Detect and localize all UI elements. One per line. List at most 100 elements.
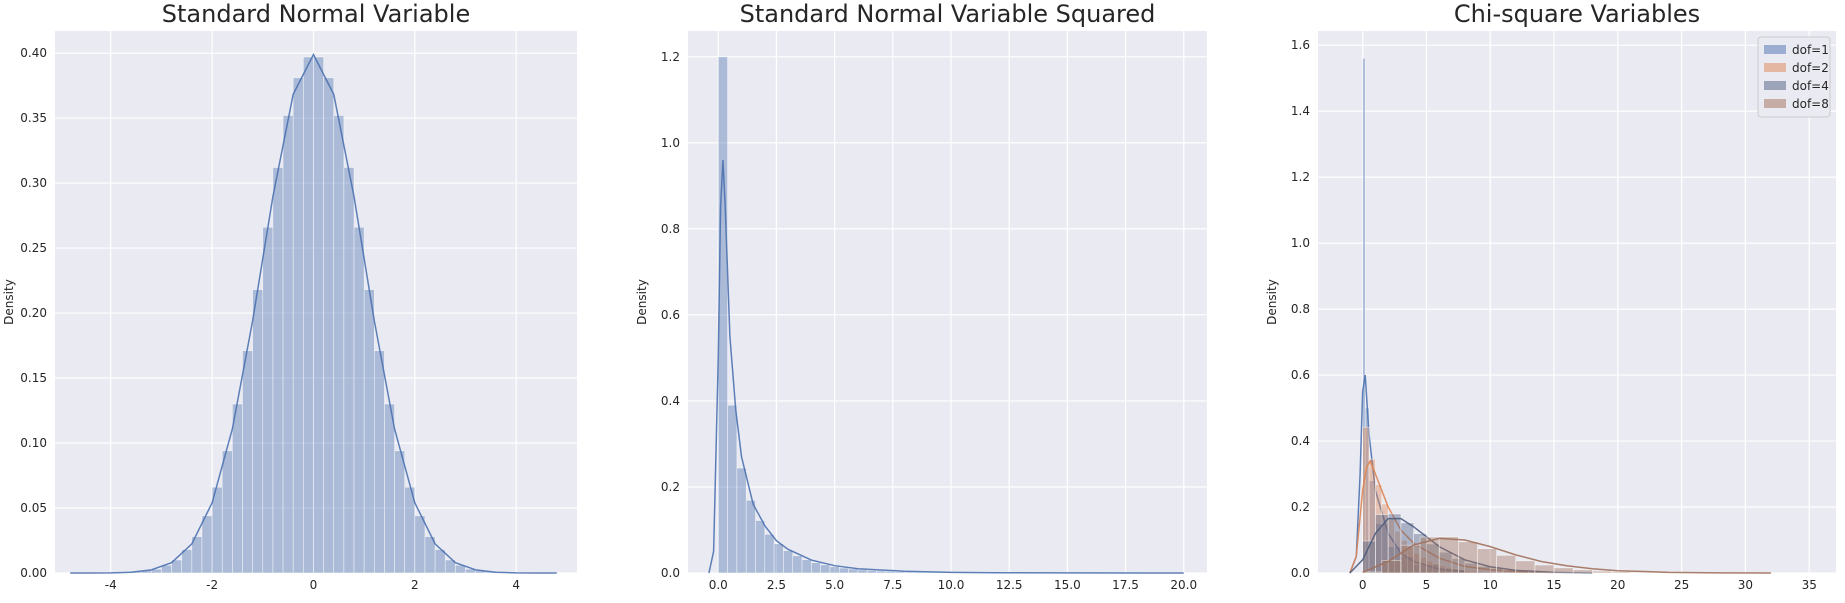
x-tick-label: 0 [1359, 578, 1367, 592]
x-tick-label: 10 [1483, 578, 1498, 592]
y-axis-label: Density [1265, 279, 1279, 325]
legend-label: dof=4 [1792, 79, 1829, 93]
histogram-bar [886, 571, 895, 573]
histogram-bar [182, 550, 192, 573]
histogram-bar [1611, 572, 1630, 573]
legend-label: dof=8 [1792, 97, 1829, 111]
y-tick-label: 0.15 [20, 371, 47, 385]
histogram-bar [222, 451, 232, 573]
histogram-bar [1516, 561, 1535, 573]
y-tick-label: 1.2 [1291, 170, 1310, 184]
x-tick-label: 15.0 [1054, 578, 1081, 592]
y-tick-label: 0.4 [661, 394, 680, 408]
y-tick-label: 0.8 [661, 222, 680, 236]
legend-swatch [1764, 99, 1786, 108]
histogram-bar [415, 516, 425, 573]
histogram-bar [243, 351, 253, 573]
histogram-bar [849, 569, 858, 573]
histogram-bar [273, 167, 283, 573]
histogram-bar [1554, 568, 1573, 573]
y-tick-label: 0.30 [20, 176, 47, 190]
legend-swatch [1764, 81, 1786, 90]
chart-title: Chi-square Variables [1454, 0, 1700, 28]
histogram-bar [830, 567, 839, 573]
y-tick-label: 0.05 [20, 501, 47, 515]
y-tick-label: 0.35 [20, 111, 47, 125]
legend-label: dof=2 [1792, 61, 1829, 75]
x-tick-label: 0.0 [709, 578, 728, 592]
x-tick-label: 2.5 [767, 578, 786, 592]
histogram-bar [755, 521, 764, 573]
y-tick-label: 0.0 [661, 566, 680, 580]
histogram-bar [802, 560, 811, 573]
y-tick-label: 0.25 [20, 241, 47, 255]
y-tick-label: 0.0 [1291, 566, 1310, 580]
y-axis-label: Density [2, 279, 16, 325]
y-tick-label: 1.2 [661, 50, 680, 64]
histogram-bar [746, 500, 755, 573]
histogram-bar [1535, 565, 1554, 573]
chart-title: Standard Normal Variable Squared [740, 0, 1156, 28]
histogram-bar [728, 405, 737, 573]
x-tick-label: 5 [1423, 578, 1431, 592]
histogram-bar [283, 115, 293, 573]
histogram-bar [202, 516, 212, 573]
y-tick-label: 0.2 [661, 480, 680, 494]
x-tick-label: 12.5 [996, 578, 1023, 592]
histogram-bar [737, 468, 746, 573]
y-tick-label: 1.4 [1291, 104, 1310, 118]
y-tick-label: 0.40 [20, 46, 47, 60]
histogram-bar [1592, 571, 1611, 573]
y-axis-label: Density [635, 279, 649, 325]
histogram-bar [344, 167, 354, 573]
histogram-bar [765, 534, 774, 573]
y-tick-label: 0.2 [1291, 500, 1310, 514]
histogram-bar [354, 227, 364, 573]
x-tick-label: 4 [512, 578, 520, 592]
y-tick-label: 1.0 [1291, 236, 1310, 250]
x-tick-label: 17.5 [1112, 578, 1139, 592]
histogram-bar [303, 57, 313, 573]
histogram-bar [783, 551, 792, 573]
histogram-bar [858, 570, 867, 573]
x-tick-label: 0 [310, 578, 318, 592]
histogram-bar [1458, 542, 1477, 573]
histogram-bar [793, 556, 802, 573]
x-tick-label: 15 [1546, 578, 1561, 592]
y-tick-label: 0.4 [1291, 434, 1310, 448]
histogram-bar [1439, 537, 1458, 573]
histogram-bar [313, 57, 323, 573]
histogram-bar [1401, 545, 1420, 573]
legend-label: dof=1 [1792, 43, 1829, 57]
x-tick-label: 2 [411, 578, 419, 592]
y-tick-label: 1.0 [661, 136, 680, 150]
x-tick-label: 20 [1610, 578, 1625, 592]
histogram-bar [334, 115, 344, 573]
legend-swatch [1764, 45, 1786, 54]
histogram-bar [839, 568, 848, 573]
histogram-bar [867, 571, 876, 573]
x-tick-label: 25 [1674, 578, 1689, 592]
histogram-bar [1363, 572, 1382, 573]
histogram-bar [877, 571, 886, 573]
histogram-bar [293, 78, 303, 573]
y-tick-label: 0.8 [1291, 302, 1310, 316]
histogram-bar [1497, 555, 1516, 573]
legend-swatch [1764, 63, 1786, 72]
histogram-bar [232, 404, 242, 573]
histogram-bar [374, 351, 384, 573]
histogram-bar [1631, 572, 1650, 573]
histogram-bar [253, 290, 263, 573]
histogram-bar [774, 544, 783, 573]
histogram-bar [821, 565, 830, 573]
histogram-bar [263, 227, 273, 573]
histogram-bar [395, 451, 405, 573]
x-tick-label: 35 [1802, 578, 1817, 592]
chart-title: Standard Normal Variable [162, 0, 470, 28]
plot-area [688, 31, 1207, 573]
x-tick-label: 7.5 [883, 578, 902, 592]
x-tick-label: -4 [105, 578, 117, 592]
